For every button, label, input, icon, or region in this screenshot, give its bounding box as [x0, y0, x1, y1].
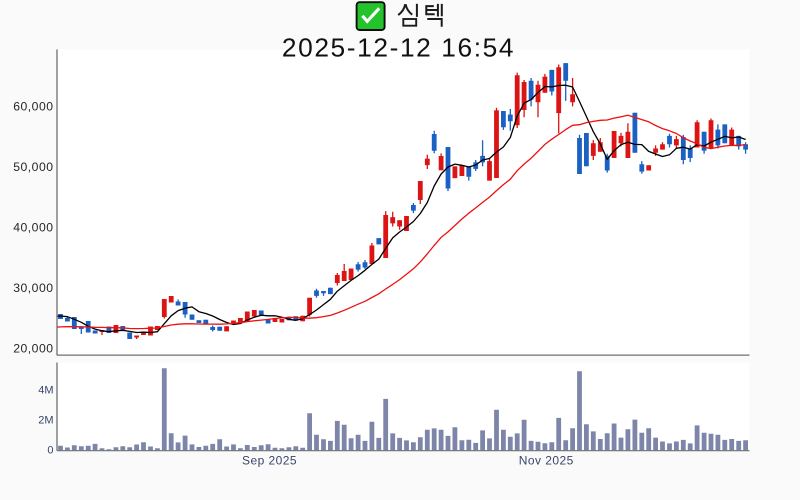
svg-text:40,000: 40,000: [13, 220, 53, 234]
svg-text:2025-12-12 16:54: 2025-12-12 16:54: [282, 33, 515, 63]
svg-text:Sep 2025: Sep 2025: [242, 454, 297, 468]
svg-text:50,000: 50,000: [13, 160, 53, 174]
svg-text:30,000: 30,000: [13, 281, 53, 295]
svg-text:0: 0: [47, 445, 53, 457]
svg-text:60,000: 60,000: [13, 99, 53, 113]
svg-text:20,000: 20,000: [13, 341, 53, 355]
svg-text:4M: 4M: [38, 384, 53, 396]
svg-text:2M: 2M: [38, 415, 53, 427]
svg-text:Nov 2025: Nov 2025: [519, 454, 574, 468]
